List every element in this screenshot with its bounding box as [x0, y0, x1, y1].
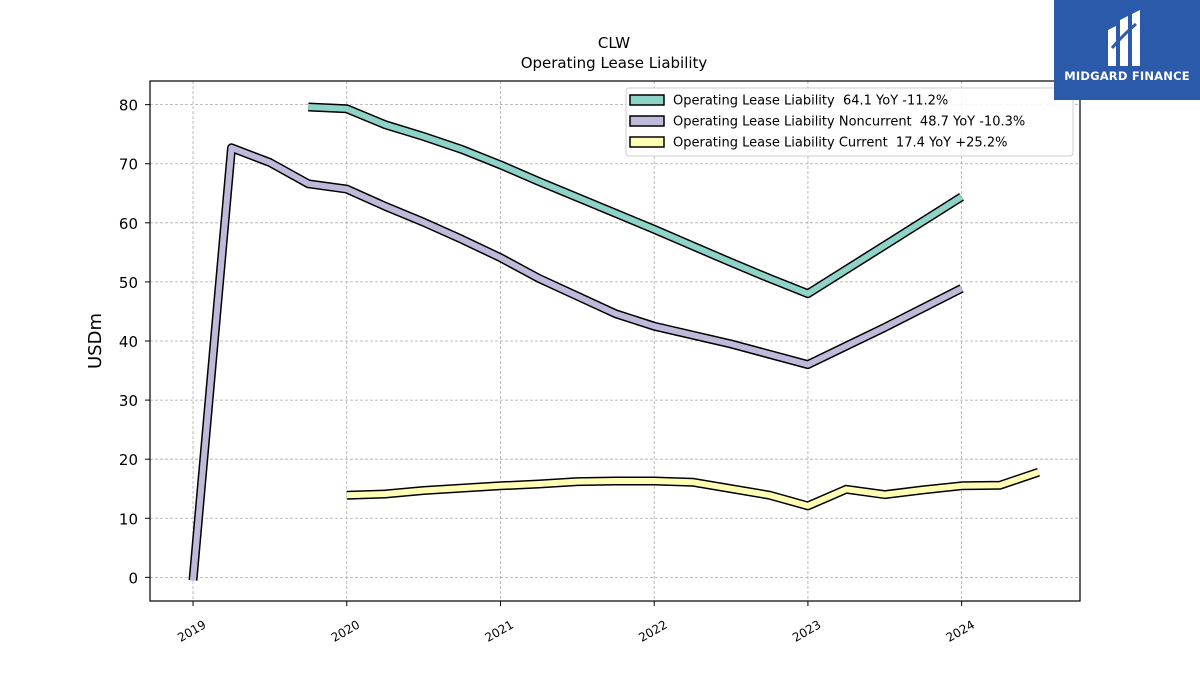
series-line-1 [308, 104, 964, 297]
chart-subtitle: Operating Lease Liability [521, 54, 708, 72]
legend-swatch [629, 115, 665, 127]
grid [150, 81, 1080, 601]
y-tick-label: 60 [119, 215, 138, 233]
y-tick-label: 30 [119, 392, 138, 410]
x-tick-label: 2020 [329, 617, 362, 644]
legend-label: Operating Lease Liability Noncurrent 48.… [673, 115, 1025, 130]
y-tick-label: 40 [119, 333, 138, 351]
series-line-3 [346, 469, 1040, 509]
y-tick-label: 70 [119, 156, 138, 174]
logo-mark-icon [1108, 10, 1140, 66]
legend: Operating Lease Liability 64.1 YoY -11.2… [625, 87, 1074, 157]
legend-swatch [629, 94, 665, 106]
x-tick-label: 2024 [944, 617, 977, 644]
y-tick-label: 10 [119, 510, 138, 528]
axes: 0 10 20 30 40 50 60 70 80 2019 2020 2021 2022 2023 202… [119, 97, 977, 645]
y-tick-label: 20 [119, 451, 138, 469]
legend-label: Operating Lease Liability 64.1 YoY -11.2… [673, 94, 948, 109]
series-line-2 [190, 144, 963, 581]
logo-text: MIDGARD FINANCE [1064, 69, 1190, 83]
series-outline-2 [188, 143, 964, 581]
x-tick-label: 2021 [483, 617, 516, 644]
y-tick-label: 0 [128, 569, 138, 587]
legend-swatch [629, 136, 665, 148]
chart-title: CLW [598, 34, 630, 52]
midgard-finance-logo: MIDGARD FINANCE [1054, 0, 1200, 100]
y-tick-label: 80 [119, 97, 138, 115]
series-lines [188, 102, 1040, 581]
y-tick-label: 50 [119, 274, 138, 292]
x-tick-label: 2023 [790, 617, 823, 644]
legend-label: Operating Lease Liability Current 17.4 Y… [673, 136, 1007, 151]
y-axis-label: USDm [85, 313, 106, 369]
x-tick-label: 2019 [175, 617, 208, 644]
x-tick-label: 2022 [636, 617, 669, 644]
legend-box [625, 87, 1074, 157]
